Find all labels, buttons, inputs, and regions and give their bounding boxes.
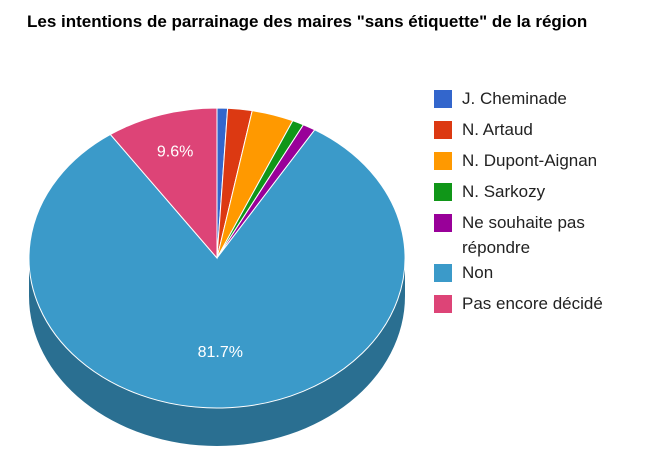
chart-title: Les intentions de parrainage des maires … [27,12,588,31]
legend-item-n-sarkozy: N. Sarkozy [434,179,656,210]
legend-item-ne-souhaite-pas-repondre: Ne souhaite pas répondre [434,210,656,260]
legend-item-pas-encore-decide: Pas encore décidé [434,291,656,322]
legend-label-non: Non [462,263,494,282]
legend-swatch-n-artaud [434,121,452,139]
legend-item-non: Non [434,260,656,291]
legend: J. Cheminade N. Artaud N. Dupont-Aignan N. … [434,86,656,322]
legend-item-n-artaud: N. Artaud [434,117,656,148]
legend-item-n-dupont-aignan: N. Dupont-Aignan [434,148,656,179]
legend-label-j-cheminade: J. Cheminade [462,89,567,108]
pie-side [29,258,405,446]
pie-slice-non [28,129,406,409]
legend-swatch-n-dupont-aignan [434,152,452,170]
legend-label-ne-souhaite-pas-repondre: Ne souhaite pas répondre [462,213,585,257]
legend-swatch-j-cheminade [434,90,452,108]
pie-side-non [29,258,405,446]
legend-swatch-pas-encore-decide [434,295,452,313]
legend-swatch-ne-souhaite-pas-repondre [434,214,452,232]
slice-label-pas-encore-decide: 9.6% [157,144,193,161]
legend-label-n-artaud: N. Artaud [462,120,533,139]
slice-labels: 81.7% 9.6% [157,144,243,361]
legend-label-n-dupont-aignan: N. Dupont-Aignan [462,151,598,170]
legend-swatch-n-sarkozy [434,183,452,201]
legend-label-pas-encore-decide: Pas encore décidé [462,294,603,313]
legend-swatch-non [434,264,452,282]
pie-top [28,107,406,409]
slice-label-non: 81.7% [198,344,243,361]
legend-label-n-sarkozy: N. Sarkozy [462,182,546,201]
pie-slice-pas-encore-decide [109,107,218,260]
legend-item-j-cheminade: J. Cheminade [434,86,656,117]
